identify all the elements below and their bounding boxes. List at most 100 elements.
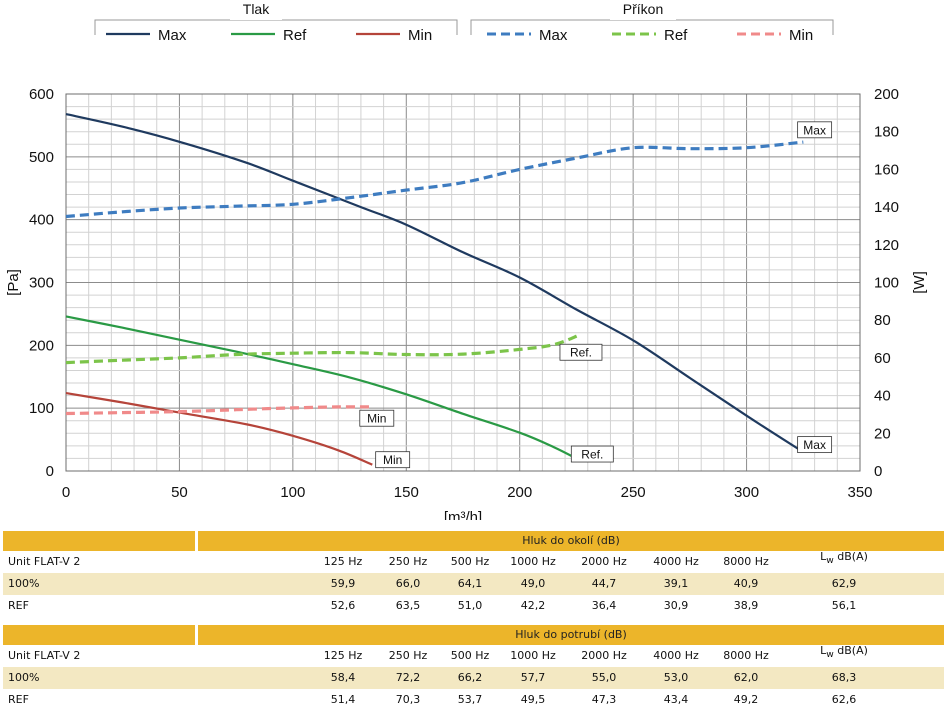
x-tick-label: 0: [62, 484, 70, 501]
noise-table-title: Hluk do okolí (dB): [522, 534, 620, 547]
annotation-label: Max: [797, 121, 833, 139]
y2-tick-label: 40: [874, 388, 891, 405]
annotation-label: Min: [359, 409, 395, 427]
table-cell: 63,5: [395, 599, 421, 612]
series-line-power-max: [65, 140, 804, 219]
frequency-header: 250 Hz: [388, 555, 428, 568]
x-tick-label: 150: [394, 484, 419, 501]
series-line-power-min: [65, 405, 373, 416]
legend-group2-title: Příkon: [623, 1, 663, 17]
y-tick-label: 300: [29, 275, 54, 292]
y2-axis-label: [W]: [911, 271, 928, 294]
y2-tick-label: 80: [874, 312, 891, 329]
noise-table-column-header: Unit FLAT-V 2 125 Hz 250 Hz 500 Hz 1000 Hz 20…: [3, 644, 944, 667]
plot-area: 0 50 100 150 200 250 300 3500100200300400500600…: [5, 86, 928, 520]
x-tick-label: 100: [280, 484, 305, 501]
row-label: 100%: [8, 671, 40, 684]
annotation-box: [797, 121, 833, 139]
lw-value: 62,9: [831, 577, 857, 590]
frequency-header: 1000 Hz: [510, 649, 556, 662]
y-tick-label: 100: [29, 400, 54, 417]
lw-value: 56,1: [831, 599, 857, 612]
x-tick-label: 200: [507, 484, 532, 501]
table-cell: 57,7: [520, 671, 546, 684]
frequency-header: 500 Hz: [450, 649, 490, 662]
table-cell: 52,6: [330, 599, 356, 612]
table-cell: 58,4: [330, 671, 356, 684]
legend-group1-title: Tlak: [243, 1, 270, 17]
annotation-label: Min: [375, 451, 411, 469]
annotation-box: [559, 343, 603, 361]
unit-label: Unit FLAT-V 2: [8, 555, 81, 568]
lw-header: Lw dB(A): [820, 644, 868, 661]
table-cell: 66,2: [457, 671, 483, 684]
row-label: REF: [8, 693, 29, 706]
table-cell: 55,0: [591, 671, 617, 684]
frequency-header: 8000 Hz: [723, 555, 769, 568]
table-cell: 30,9: [663, 599, 689, 612]
y2-tick-label: 100: [874, 275, 899, 292]
y-tick-label: 500: [29, 149, 54, 166]
legend-group1-bracket: [94, 19, 458, 35]
frequency-header: 2000 Hz: [581, 649, 627, 662]
table-row: REF 51,4 70,3 53,7 49,5 47,3 43,4 49,2 62,6: [3, 689, 944, 711]
table-cell: 59,9: [330, 577, 356, 590]
frequency-header: 500 Hz: [450, 555, 490, 568]
row-label: REF: [8, 599, 29, 612]
frequency-header: 4000 Hz: [653, 555, 699, 568]
power-legend-label: Ref: [664, 27, 688, 44]
series-line-pressure-max: [65, 113, 804, 454]
x-axis-label: [m³/h]: [444, 509, 482, 520]
noise-table: Hluk do potrubí (dB) Unit FLAT-V 2 125 Hz 2…: [3, 625, 944, 711]
annotation-text: Ref.: [570, 346, 592, 360]
power-legend-label: Min: [789, 27, 813, 44]
annotation-text: Max: [803, 438, 826, 452]
table-cell: 62,0: [733, 671, 759, 684]
noise-table-column-header: Unit FLAT-V 2 125 Hz 250 Hz 500 Hz 1000 Hz 20…: [3, 550, 944, 573]
frequency-header: 2000 Hz: [581, 555, 627, 568]
y-tick-label: 600: [29, 86, 54, 103]
y-tick-label: 400: [29, 212, 54, 229]
frequency-header: 125 Hz: [323, 555, 363, 568]
performance-chart: Tlak Příkon Max Ref Min Max Ref Min 0 50 100 150…: [5, 0, 928, 520]
table-cell: 70,3: [395, 693, 421, 706]
table-cell: 38,9: [733, 599, 759, 612]
y-tick-label: 200: [29, 337, 54, 354]
table-cell: 39,1: [663, 577, 689, 590]
table-cell: 40,9: [733, 577, 759, 590]
power-legend-label: Max: [539, 27, 568, 44]
annotation-label: Ref.: [570, 445, 614, 463]
table-cell: 51,0: [457, 599, 483, 612]
noise-table: Hluk do okolí (dB) Unit FLAT-V 2 125 Hz 250…: [3, 531, 944, 617]
x-tick-label: 250: [621, 484, 646, 501]
lw-header: Lw dB(A): [820, 550, 868, 567]
pressure-legend-label: Max: [158, 27, 187, 44]
frequency-header: 125 Hz: [323, 649, 363, 662]
series-line-pressure-min: [65, 392, 373, 466]
annotation-text: Ref.: [581, 448, 603, 462]
y-tick-label: 0: [46, 463, 54, 480]
y2-tick-label: 20: [874, 425, 891, 442]
y2-tick-label: 180: [874, 124, 899, 141]
noise-table-header: Hluk do potrubí (dB): [3, 625, 944, 645]
y2-tick-label: 60: [874, 350, 891, 367]
annotation-text: Min: [383, 453, 402, 467]
annotation-box: [375, 451, 411, 469]
y2-tick-label: 140: [874, 199, 899, 216]
lw-value: 68,3: [831, 671, 857, 684]
x-tick-label: 350: [847, 484, 872, 501]
frequency-header: 1000 Hz: [510, 555, 556, 568]
table-row: REF 52,6 63,5 51,0 42,2 36,4 30,9 38,9 56,1: [3, 595, 944, 617]
table-cell: 43,4: [663, 693, 689, 706]
series-line-power-ref: [65, 333, 580, 365]
table-cell: 44,7: [591, 577, 617, 590]
annotation-box: [359, 409, 395, 427]
annotation-label: Ref.: [559, 343, 603, 361]
annotation-text: Min: [367, 412, 386, 426]
noise-table-title: Hluk do potrubí (dB): [515, 628, 627, 641]
y2-tick-label: 200: [874, 86, 899, 103]
pressure-legend-label: Ref: [283, 27, 307, 44]
unit-label: Unit FLAT-V 2: [8, 649, 81, 662]
table-row: 100% 59,9 66,0 64,1 49,0 44,7 39,1 40,9 62,9: [3, 573, 944, 595]
plot-frame: [65, 93, 861, 472]
